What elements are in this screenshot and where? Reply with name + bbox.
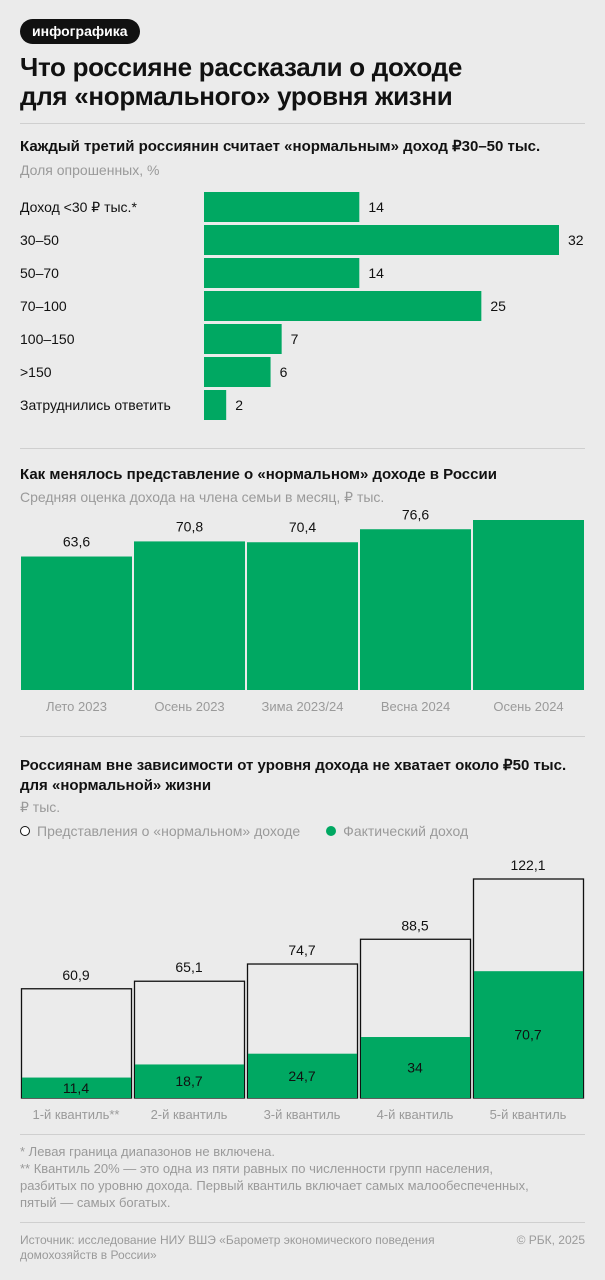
value-label: 25 bbox=[490, 298, 506, 314]
page-title: Что россияне рассказали о доходе для «но… bbox=[20, 53, 580, 111]
actual-income-label: 24,7 bbox=[288, 1068, 315, 1084]
value-label: 63,6 bbox=[63, 534, 90, 550]
legend-hollow-marker bbox=[20, 826, 30, 836]
category-tag: инфографика bbox=[20, 19, 140, 44]
category-label: Лето 2023 bbox=[46, 699, 107, 714]
chart1-title: Каждый третий россиянин считает «нормаль… bbox=[20, 138, 541, 155]
category-label: >150 bbox=[20, 364, 52, 380]
category-label: 5-й квантиль bbox=[490, 1107, 567, 1122]
category-label: 2-й квантиль bbox=[151, 1107, 228, 1122]
title-line-1: Что россияне рассказали о доходе bbox=[20, 52, 463, 82]
footnote-2-line-1: ** Квантиль 20% — это одна из пяти равны… bbox=[20, 1161, 493, 1176]
value-label: 7 bbox=[291, 331, 299, 347]
footnote-2: ** Квантиль 20% — это одна из пяти равны… bbox=[20, 1160, 580, 1211]
value-label: 32 bbox=[568, 232, 584, 248]
chart3-title-line-1: Россиянам вне зависимости от уровня дохо… bbox=[20, 757, 567, 774]
footnote-1: * Левая граница диапазонов не включена. bbox=[20, 1144, 276, 1159]
actual-income-label: 34 bbox=[407, 1060, 423, 1076]
category-label: Весна 2024 bbox=[381, 699, 450, 714]
divider bbox=[20, 448, 585, 449]
bar bbox=[204, 258, 360, 288]
actual-income-bar bbox=[22, 1077, 131, 1098]
legend-normal-income: Представления о «нормальном» доходе bbox=[37, 823, 301, 839]
source-line-2: домохозяйств в России» bbox=[20, 1248, 157, 1262]
bar bbox=[204, 357, 271, 387]
category-label: 50–70 bbox=[20, 265, 59, 281]
normal-income-label: 88,5 bbox=[401, 917, 428, 933]
category-label: 30–50 bbox=[20, 232, 59, 248]
chart3-title: Россиянам вне зависимости от уровня дохо… bbox=[20, 756, 590, 796]
chart2-subtitle: Средняя оценка дохода на члена семьи в м… bbox=[20, 489, 385, 505]
legend-green-marker bbox=[326, 826, 337, 836]
chart3-legend: Представления о «нормальном» доходе Факт… bbox=[20, 822, 468, 840]
actual-income-bar bbox=[474, 971, 583, 1098]
bar bbox=[204, 390, 227, 420]
bar bbox=[204, 324, 282, 354]
bar bbox=[247, 542, 358, 690]
category-label: 3-й квантиль bbox=[264, 1107, 341, 1122]
bar bbox=[204, 192, 360, 222]
category-label: Затруднились ответить bbox=[20, 397, 171, 413]
value-label: 81 bbox=[521, 510, 537, 513]
normal-income-trend-chart: 63,6 Лето 2023 70,8 Осень 2023 70,4 Зима 2023… bbox=[21, 510, 584, 714]
category-label: Осень 2023 bbox=[154, 699, 224, 714]
normal-income-label: 122,1 bbox=[510, 857, 545, 873]
category-label: 1-й квантиль** bbox=[33, 1107, 120, 1122]
copyright: © РБК, 2025 bbox=[516, 1233, 585, 1247]
bar bbox=[21, 556, 132, 690]
footnote-2-line-2: разбитых по уровню дохода. Первый кванти… bbox=[20, 1178, 529, 1193]
footnote-2-line-3: пятый — самых богатых. bbox=[20, 1195, 171, 1210]
bar bbox=[204, 291, 482, 321]
divider bbox=[20, 123, 585, 124]
bar bbox=[204, 225, 559, 255]
value-label: 70,8 bbox=[176, 518, 203, 534]
chart2-title: Как менялось представление о «нормальном… bbox=[20, 466, 497, 483]
category-label: 70–100 bbox=[20, 298, 67, 314]
value-label: 76,6 bbox=[402, 510, 429, 522]
category-label: Осень 2024 bbox=[493, 699, 563, 714]
actual-income-label: 18,7 bbox=[175, 1073, 202, 1089]
legend-actual-income: Фактический доход bbox=[343, 823, 469, 839]
normal-income-label: 60,9 bbox=[62, 967, 89, 983]
divider bbox=[20, 736, 585, 737]
divider bbox=[20, 1222, 585, 1223]
normal-income-label: 65,1 bbox=[175, 959, 202, 975]
value-label: 6 bbox=[280, 364, 288, 380]
actual-income-bar bbox=[248, 1053, 357, 1098]
category-label: Доход <30 ₽ тыс.* bbox=[20, 199, 137, 215]
value-label: 2 bbox=[235, 397, 243, 413]
actual-income-bar bbox=[361, 1037, 470, 1098]
income-distribution-chart: Доход <30 ₽ тыс.* 14 30–50 32 50–70 14 70–100 2… bbox=[20, 192, 584, 420]
divider bbox=[20, 1134, 585, 1135]
category-label: 100–150 bbox=[20, 331, 75, 347]
source-line-1: Источник: исследование НИУ ВШЭ «Барометр… bbox=[20, 1233, 435, 1247]
bar bbox=[360, 529, 471, 690]
actual-income-label: 70,7 bbox=[514, 1027, 541, 1043]
normal-income-label: 74,7 bbox=[288, 942, 315, 958]
value-label: 14 bbox=[368, 265, 384, 281]
category-label: 4-й квантиль bbox=[377, 1107, 454, 1122]
value-label: 70,4 bbox=[289, 519, 316, 535]
chart3-title-line-2: для «нормальной» жизни bbox=[20, 777, 212, 794]
quantile-income-chart: 60,9 11,4 1-й квантиль** 65,1 18,7 2-й кванти… bbox=[20, 857, 585, 1122]
source-note: Источник: исследование НИУ ВШЭ «Барометр… bbox=[20, 1233, 450, 1263]
actual-income-label: 11,4 bbox=[63, 1080, 89, 1096]
bar bbox=[473, 520, 584, 690]
chart3-subtitle: ₽ тыс. bbox=[20, 799, 61, 815]
value-label: 14 bbox=[368, 199, 384, 215]
chart1-subtitle: Доля опрошенных, % bbox=[20, 162, 160, 178]
title-line-2: для «нормального» уровня жизни bbox=[20, 81, 453, 111]
bar bbox=[134, 541, 245, 690]
actual-income-bar bbox=[135, 1064, 244, 1098]
category-label: Зима 2023/24 bbox=[262, 699, 344, 714]
